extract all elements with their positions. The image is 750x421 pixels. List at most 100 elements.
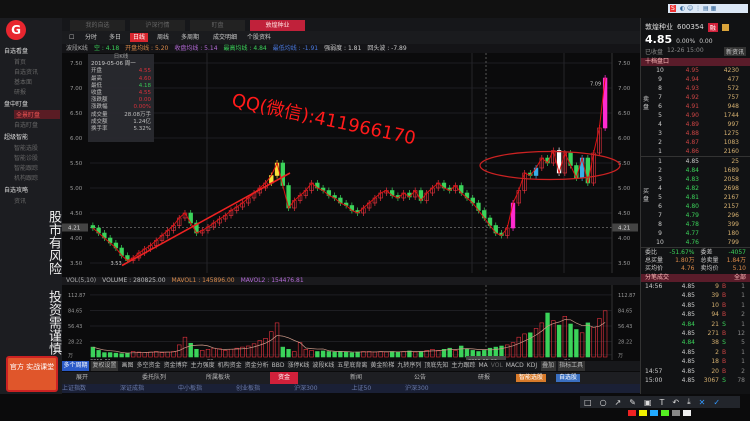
ask-row[interactable]: 1 4.86 2160 (641, 147, 750, 156)
ask-row[interactable]: 4 4.89 997 (641, 120, 750, 129)
ask-row[interactable]: 7 4.92 757 (641, 93, 750, 102)
ask-row[interactable]: 6 4.91 948 (641, 102, 750, 111)
indicator-button[interactable]: MACD (505, 362, 524, 369)
favorite-icon[interactable] (721, 23, 729, 31)
indicator-button[interactable]: VOL (490, 362, 503, 369)
trades-more-button[interactable]: 全部 (733, 274, 746, 281)
tab-1[interactable]: 沪深行情 (130, 20, 185, 31)
sidebar-item[interactable]: 智能选股 (14, 145, 39, 152)
circle-tool-icon[interactable]: ○ (599, 397, 607, 407)
sidebar-item[interactable]: 首页 (14, 59, 27, 66)
period-button[interactable]: 周线 (157, 34, 170, 41)
indicator-button[interactable]: 顶底先知 (424, 362, 449, 369)
ask-row[interactable]: 3 4.88 1275 (641, 129, 750, 138)
bottom-tab[interactable]: 委托队列 (142, 374, 167, 381)
bid-row[interactable]: 2 4.84 1689 (641, 166, 750, 175)
tool-button[interactable]: 叠加 (540, 361, 556, 371)
bid-row[interactable]: 5 4.81 2167 (641, 193, 750, 202)
bid-row[interactable]: 6 4.80 2157 (641, 202, 750, 211)
mosaic-tool-icon[interactable]: ▣ (643, 397, 652, 407)
cycle-button[interactable]: 复权设置 (91, 361, 119, 371)
color-gray[interactable] (672, 410, 680, 416)
indicator-button[interactable]: 波段K线 (312, 362, 335, 369)
bottom-tab[interactable]: 新闻 (350, 374, 363, 381)
save-icon[interactable]: ⤓ (687, 397, 691, 406)
sidebar-item[interactable]: 自选盯盘 (14, 122, 39, 129)
indicator-button[interactable]: 资金博弈 (163, 362, 188, 369)
bottom-action-button[interactable]: 自选股 (556, 374, 581, 382)
sidebar-group[interactable]: 自选看盘 (4, 48, 29, 55)
ask-row[interactable]: 5 4.90 1744 (641, 111, 750, 120)
indicator-button[interactable]: 九转序列 (397, 362, 422, 369)
color-red[interactable] (628, 410, 636, 416)
course-badge[interactable]: 官方 实战课堂 (6, 356, 58, 392)
index-name[interactable]: 中小板指 (178, 385, 203, 392)
color-blue[interactable] (650, 410, 658, 416)
tool-button[interactable]: 指标工具 (557, 361, 585, 371)
sidebar-item[interactable]: 智能诊股 (14, 155, 39, 162)
color-white[interactable] (683, 410, 691, 416)
toggle-sidebar-icon[interactable]: ☐ (69, 34, 75, 41)
arrow-tool-icon[interactable]: ↗ (614, 397, 622, 407)
tab-3[interactable]: 敦煌种业 (250, 20, 305, 31)
indicator-button[interactable]: 多空资金 (136, 362, 161, 369)
color-yellow[interactable] (639, 410, 647, 416)
sidebar-group[interactable]: 盘中盯盘 (4, 101, 29, 108)
bid-row[interactable]: 8 4.78 399 (641, 220, 750, 229)
tab-2[interactable]: 盯盘 (190, 20, 245, 31)
bid-row[interactable]: 3 4.83 2058 (641, 175, 750, 184)
text-tool-icon[interactable]: T (659, 397, 665, 407)
bottom-tab[interactable]: 公告 (414, 374, 427, 381)
index-name[interactable]: 沪深300 (294, 385, 318, 392)
sidebar-group[interactable]: 超级智能 (4, 134, 29, 141)
index-name[interactable]: 沪深300 (405, 385, 429, 392)
indicator-button[interactable]: 主力跟踪 (451, 362, 476, 369)
indicator-button[interactable]: 机构资金 (217, 362, 242, 369)
cancel-icon[interactable]: ✕ (698, 397, 706, 407)
ask-row[interactable]: 2 4.87 1083 (641, 138, 750, 147)
color-green[interactable] (661, 410, 669, 416)
tab-0[interactable]: 我的自选 (70, 20, 125, 31)
bid-row[interactable]: 10 4.76 799 (641, 238, 750, 247)
sidebar-item[interactable]: 资讯 (14, 198, 27, 205)
bid-row[interactable]: 7 4.79 296 (641, 211, 750, 220)
indicator-button[interactable]: 资金分析 (244, 362, 269, 369)
sidebar-item[interactable]: 全景盯盘 (14, 110, 60, 119)
rectangle-tool-icon[interactable]: □ (584, 397, 592, 407)
bottom-tab[interactable]: 研报 (478, 374, 491, 381)
bottom-tab[interactable]: 展开 (76, 374, 89, 381)
news-button[interactable]: 新资讯 (723, 47, 746, 56)
indicator-button[interactable]: BBD (271, 362, 285, 369)
ask-row[interactable]: 9 4.94 477 (641, 75, 750, 84)
sidebar-item[interactable]: 自选资讯 (14, 69, 39, 76)
indicator-button[interactable]: 涨停K线 (287, 362, 310, 369)
sidebar-item[interactable]: 研报 (14, 89, 27, 96)
sidebar-item[interactable]: 机构跟踪 (14, 175, 39, 182)
ime-toolbar[interactable]: S ◐ ☺ ⋮ ▤ ▦ (668, 4, 748, 13)
index-name[interactable]: 创业板指 (236, 385, 261, 392)
bid-row[interactable]: 4 4.82 2698 (641, 184, 750, 193)
index-name[interactable]: 上证50 (351, 385, 372, 392)
bottom-action-button[interactable]: 智能选股 (516, 374, 547, 382)
bid-row[interactable]: 1 4.85 25 (641, 157, 750, 166)
confirm-icon[interactable]: ✓ (713, 397, 721, 407)
bottom-tab[interactable]: 资金 (270, 372, 299, 384)
indicator-button[interactable]: 五星底背离 (337, 362, 368, 369)
period-button[interactable]: 分时 (85, 34, 98, 41)
indicator-button[interactable]: 黄金阶梯 (370, 362, 395, 369)
period-button[interactable]: 个股资料 (247, 34, 272, 41)
price-chart[interactable]: 7.50 7.50 7.00 7.00 6.50 6.50 6.00 6.00 5.50 5.50… (62, 53, 640, 273)
indicator-button[interactable]: KDJ (526, 362, 538, 369)
sidebar-group[interactable]: 自选攻略 (4, 187, 29, 194)
index-name[interactable]: 上证指数 (62, 385, 87, 392)
bottom-tab[interactable]: 所属板块 (206, 374, 231, 381)
period-button[interactable]: 日线 (130, 33, 149, 42)
indicator-button[interactable]: 画图 (121, 362, 134, 369)
period-button[interactable]: 成交明细 (213, 34, 238, 41)
period-button[interactable]: 多日 (109, 34, 122, 41)
pen-tool-icon[interactable]: ✎ (629, 397, 636, 407)
sidebar-item[interactable]: 基本面 (14, 79, 33, 86)
cycle-button[interactable]: 多个周期 (62, 361, 90, 371)
bid-row[interactable]: 9 4.77 180 (641, 229, 750, 238)
indicator-button[interactable]: 主力强度 (190, 362, 215, 369)
